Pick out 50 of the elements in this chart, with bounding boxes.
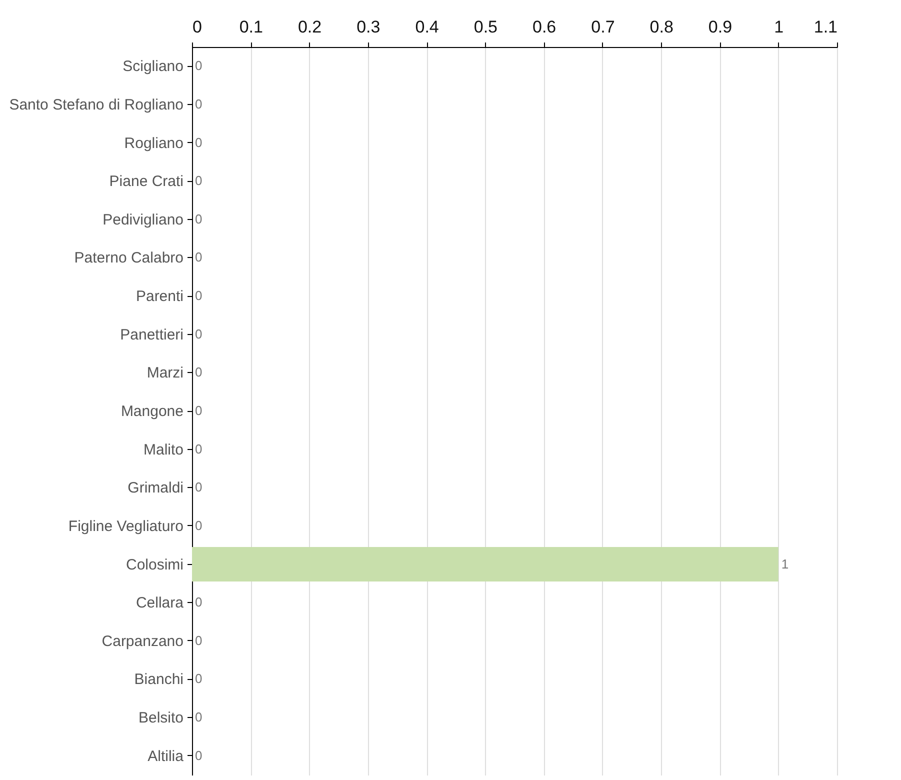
y-tick-label: Altilia (148, 748, 184, 765)
y-tick-label: Belsito (138, 710, 184, 727)
y-tick-label: Pedivigliano (102, 211, 184, 228)
x-tick-label: 0.6 (532, 18, 556, 36)
data-label: 0 (195, 441, 202, 456)
x-tick-label: 1 (774, 18, 784, 36)
y-tick-label: Malito (143, 441, 184, 458)
data-label: 0 (195, 480, 202, 495)
x-tick-label: 0.9 (708, 18, 732, 36)
data-label: 0 (195, 173, 202, 188)
x-tick-label: 0.1 (239, 18, 263, 36)
y-tick-label: Marzi (146, 364, 184, 382)
data-label: 0 (195, 518, 202, 533)
y-tick-label: Colosimi (126, 556, 184, 574)
y-tick-label: Figline Vegliaturo (68, 518, 184, 535)
data-label: 1 (781, 556, 789, 572)
data-label: 0 (195, 250, 202, 265)
y-tick-label: Grimaldi (128, 480, 184, 497)
data-label: 0 (195, 632, 202, 648)
data-label: 0 (195, 134, 202, 150)
x-tick-label: 0.3 (356, 18, 380, 36)
x-tick-label: 0.4 (415, 18, 439, 36)
x-tick-label: 0.7 (591, 18, 615, 36)
data-label: 0 (195, 748, 202, 763)
data-label: 0 (195, 710, 202, 725)
y-tick-label: Panettieri (120, 326, 184, 344)
y-tick-label: Rogliano (124, 134, 184, 152)
data-label: 0 (195, 671, 202, 686)
data-label: 0 (195, 364, 202, 380)
y-tick-label: Carpanzano (102, 632, 184, 650)
y-tick-label: Mangone (120, 403, 184, 420)
data-label: 0 (195, 58, 202, 74)
x-tick-label: 0.8 (650, 18, 674, 36)
y-tick-label: Santo Stefano di Rogliano (9, 96, 184, 114)
data-label: 0 (195, 211, 202, 226)
x-tick-label: 0 (192, 18, 202, 36)
data-label: 0 (195, 594, 202, 610)
y-tick-label: Paterno Calabro (74, 250, 184, 267)
y-tick-label: Scigliano (122, 58, 184, 76)
x-tick-label: 0.2 (298, 18, 322, 36)
x-tick-label: 0.5 (474, 18, 498, 36)
x-tick-label: 1.1 (814, 18, 838, 36)
y-tick-label: Cellara (136, 594, 184, 612)
y-tick-label: Bianchi (134, 671, 184, 688)
data-label: 0 (195, 288, 202, 304)
data-label: 0 (195, 96, 202, 112)
y-tick-label: Piane Crati (109, 173, 184, 190)
data-label: 0 (195, 326, 202, 342)
y-tick-label: Parenti (136, 288, 184, 306)
data-label: 0 (195, 403, 202, 418)
